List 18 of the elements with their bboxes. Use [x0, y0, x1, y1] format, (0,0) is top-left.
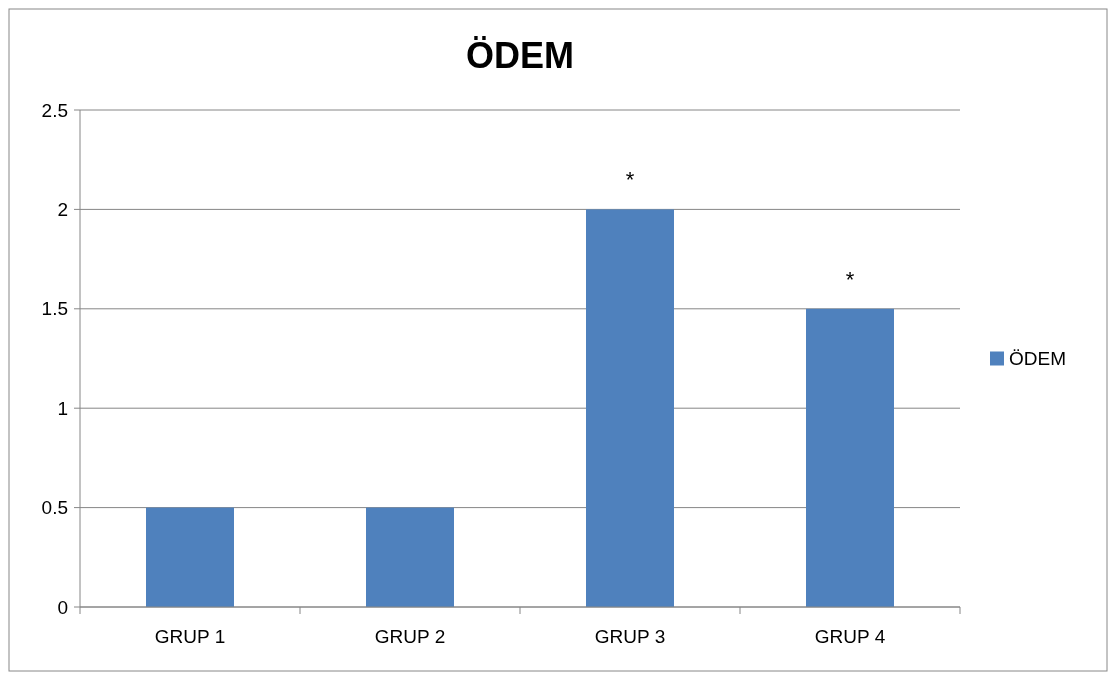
y-tick-label: 0.5 — [41, 497, 68, 519]
bar — [366, 507, 454, 607]
x-tick-label: GRUP 3 — [594, 626, 666, 647]
bar — [146, 507, 234, 607]
y-tick-label: 2 — [57, 199, 68, 221]
legend-label: ÖDEM — [1009, 348, 1066, 370]
x-tick-label: GRUP 1 — [154, 626, 226, 647]
x-tick-label: GRUP 2 — [374, 626, 446, 647]
annotation: * — [625, 167, 635, 193]
bar — [586, 209, 674, 607]
y-tick-label: 1.5 — [41, 298, 68, 320]
y-tick-label: 1 — [57, 397, 68, 419]
x-tick-label: GRUP 4 — [814, 626, 886, 647]
y-tick-label: 2.5 — [41, 99, 68, 121]
chart-title: ÖDEM — [466, 35, 574, 76]
bar — [806, 308, 894, 607]
y-tick-label: 0 — [57, 596, 68, 618]
annotation: * — [845, 266, 855, 292]
